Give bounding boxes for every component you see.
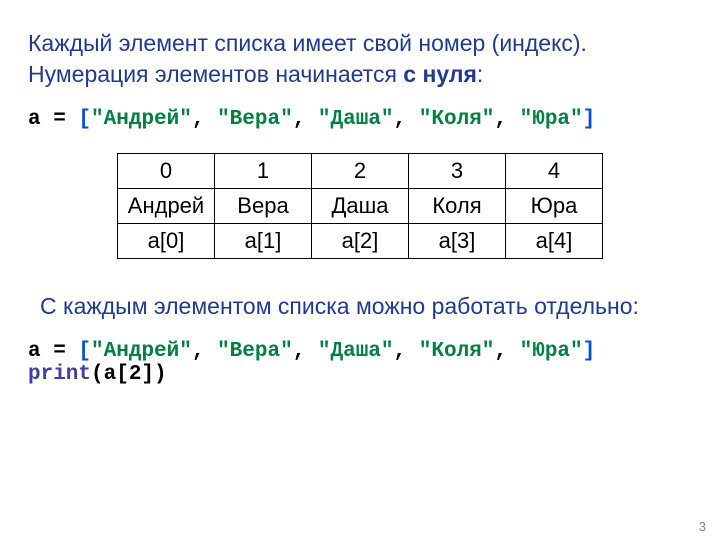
code-token: "Андрей" (91, 340, 192, 363)
table-cell: 0 (118, 154, 215, 189)
code-token: , (394, 108, 419, 131)
code-token: "Андрей" (91, 108, 192, 131)
code-token: "Даша" (318, 108, 394, 131)
paragraph-2: С каждым элементом списка можно работать… (28, 291, 692, 322)
code-token: [ (78, 340, 91, 363)
table-cell: 2 (312, 154, 409, 189)
code-token: , (494, 108, 519, 131)
code-token: "Коля" (419, 108, 495, 131)
paragraph-1-text: Каждый элемент списка имеет свой номер (… (28, 30, 587, 87)
table-cell: a[4] (506, 224, 603, 259)
slide: Каждый элемент списка имеет свой номер (… (0, 0, 720, 540)
code-token: a = (28, 340, 78, 363)
code-token: , (293, 340, 318, 363)
code-token: "Коля" (419, 340, 495, 363)
table-row: a[0] a[1] a[2] a[3] a[4] (118, 224, 603, 259)
code-token: , (494, 340, 519, 363)
code-token: , (192, 340, 217, 363)
code-token: , (394, 340, 419, 363)
table-cell: 3 (409, 154, 506, 189)
table-cell: Юра (506, 189, 603, 224)
code-token: "Юра" (520, 340, 583, 363)
code-token: ] (583, 108, 596, 131)
page-number: 3 (699, 519, 706, 534)
code-token: print (28, 363, 91, 386)
table-cell: 4 (506, 154, 603, 189)
table-row: 0 1 2 3 4 (118, 154, 603, 189)
code-token: a = (28, 108, 78, 131)
index-table: 0 1 2 3 4 Андрей Вера Даша Коля Юра a[0]… (117, 153, 603, 259)
code-token: "Вера" (217, 340, 293, 363)
code-token: , (293, 108, 318, 131)
paragraph-1-bold: с нуля (403, 61, 477, 87)
code-token: (a[2]) (91, 363, 167, 386)
code-token: "Даша" (318, 340, 394, 363)
paragraph-1: Каждый элемент списка имеет свой номер (… (28, 28, 692, 90)
table-row: Андрей Вера Даша Коля Юра (118, 189, 603, 224)
table-cell: a[0] (118, 224, 215, 259)
table-cell: Даша (312, 189, 409, 224)
table-cell: Андрей (118, 189, 215, 224)
paragraph-1-tail: : (477, 61, 483, 87)
code-token: "Вера" (217, 108, 293, 131)
code-token: , (192, 108, 217, 131)
table-cell: a[3] (409, 224, 506, 259)
code-token: [ (78, 108, 91, 131)
table-cell: a[1] (215, 224, 312, 259)
table-cell: a[2] (312, 224, 409, 259)
table-cell: 1 (215, 154, 312, 189)
code-block-1: a = ["Андрей", "Вера", "Даша", "Коля", "… (28, 108, 692, 131)
code-block-2: a = ["Андрей", "Вера", "Даша", "Коля", "… (28, 340, 692, 386)
table-cell: Вера (215, 189, 312, 224)
table-cell: Коля (409, 189, 506, 224)
code-token: ] (583, 340, 596, 363)
code-token: "Юра" (520, 108, 583, 131)
